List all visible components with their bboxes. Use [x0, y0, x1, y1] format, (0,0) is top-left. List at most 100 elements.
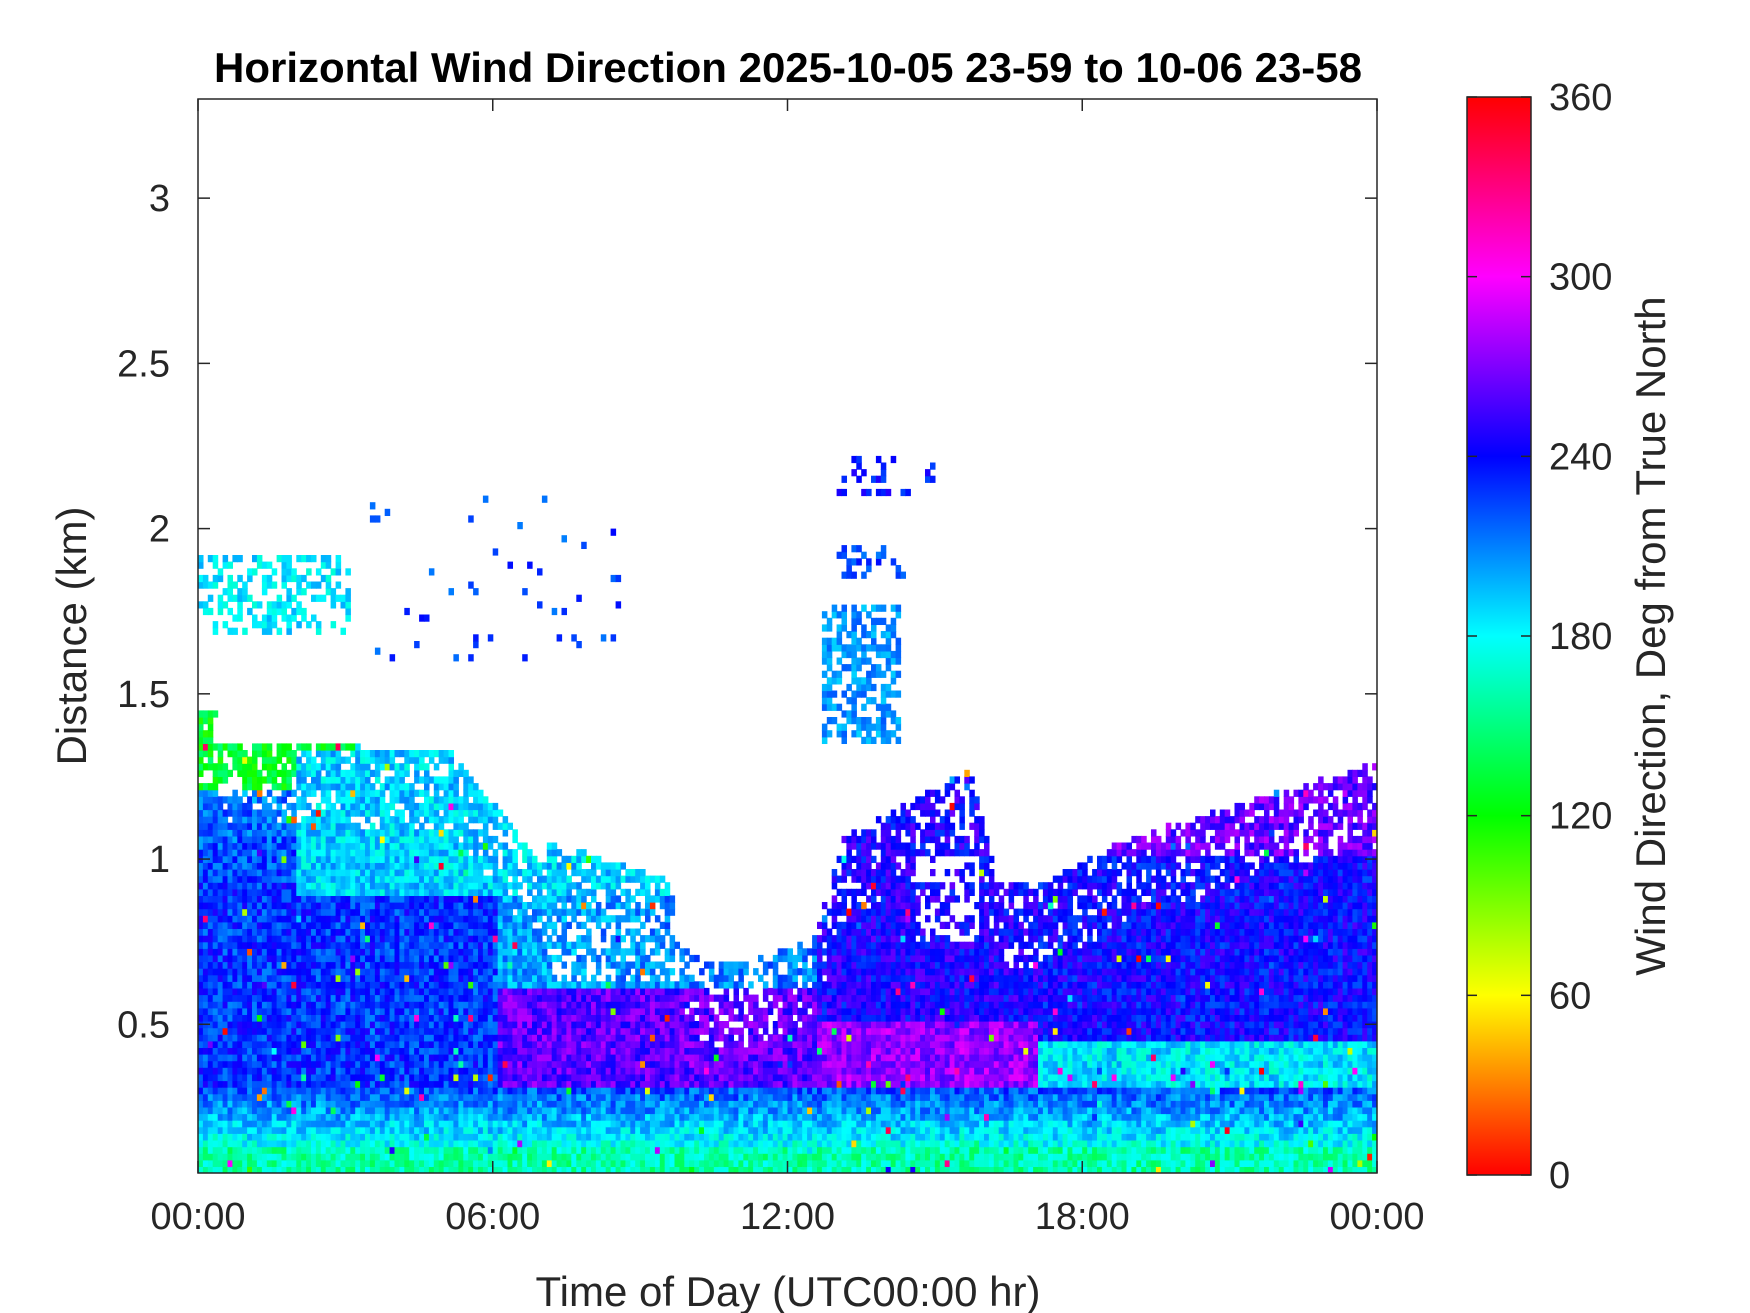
heatmap-cell: [586, 1100, 592, 1108]
heatmap-cell: [409, 1027, 415, 1035]
heatmap-cell: [281, 1087, 288, 1095]
heatmap-cell: [281, 994, 288, 1002]
heatmap-cell: [468, 941, 474, 949]
heatmap-cell: [605, 1087, 612, 1095]
heatmap-cell: [266, 1067, 273, 1075]
heatmap-cell: [296, 1054, 302, 1062]
heatmap-cell: [266, 994, 273, 1002]
heatmap-cell: [482, 862, 489, 870]
heatmap-cell: [615, 1113, 622, 1121]
heatmap-cell: [207, 802, 214, 811]
heatmap-cell: [635, 1159, 641, 1168]
heatmap-cell: [581, 908, 587, 916]
heatmap-cell: [237, 842, 243, 850]
heatmap-cell: [468, 1106, 474, 1115]
heatmap-cell: [227, 1087, 234, 1095]
heatmap-cell: [286, 1140, 292, 1148]
heatmap-cell: [600, 1067, 607, 1075]
heatmap-cell: [458, 954, 464, 963]
heatmap-cell: [458, 1073, 464, 1082]
heatmap-cell: [414, 987, 420, 996]
heatmap-cell: [571, 895, 577, 903]
heatmap-cell: [527, 862, 533, 870]
heatmap-cell: [261, 776, 268, 784]
heatmap-cell: [537, 1054, 543, 1062]
heatmap-cell: [217, 1140, 224, 1148]
heatmap-cell: [369, 1054, 376, 1062]
heatmap-cell: [384, 1001, 391, 1009]
heatmap-cell: [541, 1073, 548, 1082]
heatmap-cell: [478, 941, 484, 949]
heatmap-cell: [473, 974, 479, 982]
heatmap-cell: [586, 1093, 592, 1101]
heatmap-cell: [487, 1166, 494, 1173]
heatmap-cell: [374, 809, 381, 817]
heatmap-cell: [340, 816, 347, 824]
heatmap-cell: [605, 1067, 612, 1075]
heatmap-cell: [227, 1040, 234, 1049]
heatmap-cell: [266, 1093, 273, 1101]
heatmap-cell: [527, 855, 533, 864]
heatmap-cell: [315, 1159, 322, 1168]
heatmap-cell: [404, 1106, 410, 1115]
heatmap-cell: [507, 1040, 514, 1049]
heatmap-cell: [271, 1106, 278, 1115]
heatmap-cell: [320, 1034, 327, 1042]
heatmap-cell: [340, 1159, 347, 1168]
heatmap-cell: [424, 829, 430, 837]
heatmap-cell: [207, 763, 214, 771]
heatmap-cell: [615, 1047, 622, 1055]
heatmap-cell: [492, 849, 499, 857]
heatmap-cell: [433, 895, 440, 903]
heatmap-cell: [212, 1001, 219, 1009]
heatmap-cell: [581, 1153, 587, 1161]
heatmap-cell: [232, 1060, 238, 1068]
heatmap-cell: [345, 756, 351, 764]
heatmap-cell: [237, 882, 243, 890]
heatmap-cell: [478, 796, 484, 804]
heatmap-cell: [242, 1054, 248, 1062]
heatmap-cell: [399, 1054, 405, 1062]
heatmap-cell: [252, 941, 258, 949]
heatmap-cell: [404, 763, 410, 771]
heatmap-cell: [374, 882, 381, 890]
heatmap-cell: [301, 750, 307, 758]
heatmap-cell: [281, 895, 288, 903]
heatmap-cell: [315, 769, 322, 778]
heatmap-cell: [428, 1067, 435, 1075]
heatmap-cell: [610, 862, 617, 870]
heatmap-cell: [237, 1120, 243, 1128]
heatmap-cell: [256, 1014, 263, 1022]
heatmap-cell: [541, 1113, 548, 1121]
heatmap-cell: [217, 1126, 224, 1134]
heatmap-cell: [330, 743, 337, 751]
heatmap-cell: [296, 835, 302, 844]
heatmap-cell: [571, 1021, 577, 1029]
heatmap-cell: [296, 1060, 302, 1068]
heatmap-cell: [217, 1047, 224, 1055]
heatmap-cell: [291, 1034, 297, 1042]
heatmap-cell: [443, 1080, 450, 1088]
heatmap-cell: [468, 789, 474, 797]
heatmap-cell: [369, 1047, 376, 1055]
heatmap-cell: [261, 829, 268, 837]
heatmap-cell: [556, 888, 563, 897]
heatmap-cell: [315, 855, 322, 864]
heatmap-cell: [276, 908, 283, 916]
heatmap-cell: [458, 1021, 464, 1029]
heatmap-cell: [365, 1166, 371, 1173]
heatmap-cell: [198, 1014, 204, 1022]
heatmap-cell: [247, 968, 253, 976]
heatmap-cell: [482, 1153, 489, 1161]
heatmap-cell: [340, 908, 347, 916]
heatmap-cell: [198, 869, 204, 877]
heatmap-cell: [355, 1034, 361, 1042]
heatmap-cell: [207, 902, 214, 910]
heatmap-cell: [473, 789, 479, 797]
heatmap-cell: [615, 1153, 622, 1161]
heatmap-cell: [551, 941, 558, 949]
heatmap-cell: [256, 948, 263, 956]
heatmap-cell: [595, 981, 602, 989]
heatmap-cell: [527, 1120, 533, 1128]
heatmap-cell: [291, 1140, 297, 1148]
